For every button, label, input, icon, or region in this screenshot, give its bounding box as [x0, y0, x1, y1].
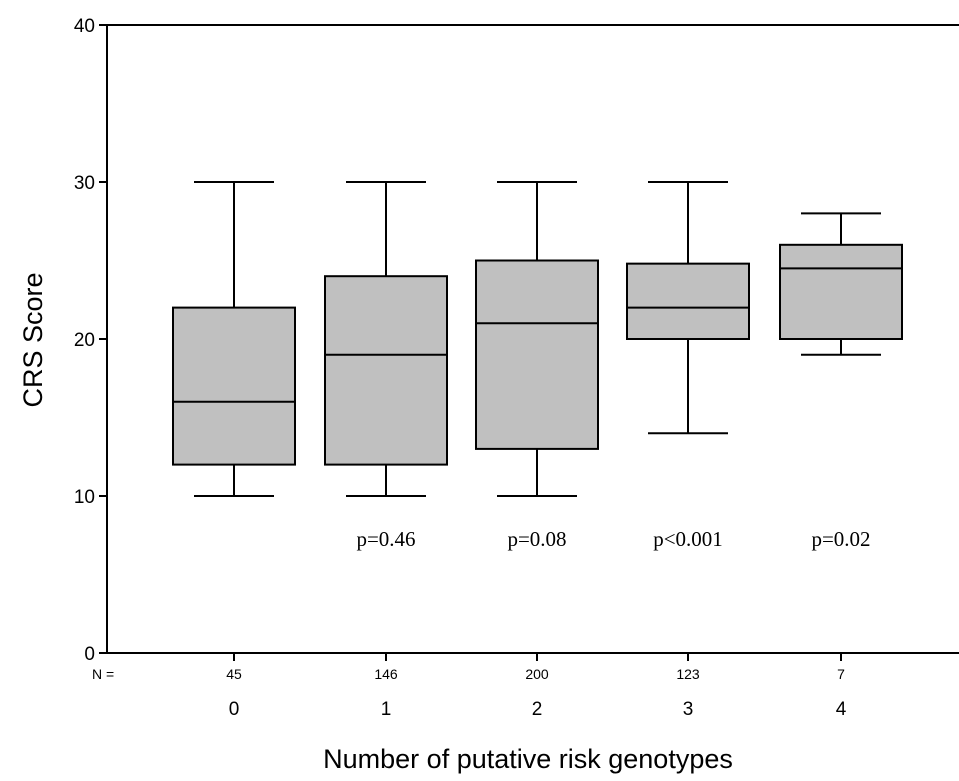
p-value-label: p<0.001 — [653, 527, 723, 551]
n-count-label: 123 — [676, 666, 700, 682]
y-tick-label: 10 — [74, 487, 95, 508]
boxes-layer — [172, 181, 903, 497]
box-group-0 — [172, 181, 296, 497]
x-category-label: 4 — [836, 699, 847, 720]
iqr-box — [172, 306, 296, 466]
x-category-label: 1 — [381, 699, 392, 720]
axes — [99, 24, 959, 661]
p-value-label: p=0.02 — [811, 527, 870, 551]
p-value-label: p=0.46 — [356, 527, 415, 551]
iqr-box — [626, 262, 750, 341]
x-category-label: 2 — [532, 699, 543, 720]
y-tick-label: 20 — [74, 330, 95, 351]
box-group-3 — [626, 181, 750, 435]
iqr-box — [324, 275, 448, 466]
box-group-4 — [779, 212, 903, 356]
y-tick-label: 40 — [74, 16, 95, 37]
p-value-label: p=0.08 — [507, 527, 566, 551]
box-group-1 — [324, 181, 448, 497]
x-category-label: 0 — [229, 699, 240, 720]
iqr-box — [475, 259, 599, 450]
labels-layer: 0 10 20 30 40 0 45 1 146 p=0.46 2 200 p=0.08 3 123 p<0.… — [74, 16, 871, 720]
x-axis-title: Number of putative risk genotypes — [323, 744, 733, 774]
x-category-label: 3 — [683, 699, 694, 720]
n-prefix-label: N = — [92, 666, 114, 682]
box-group-2 — [475, 181, 599, 497]
n-count-label: 146 — [374, 666, 398, 682]
iqr-box — [779, 243, 903, 340]
y-axis-title: CRS Score — [18, 272, 48, 407]
y-tick-label: 30 — [74, 173, 95, 194]
n-count-label: 45 — [226, 666, 242, 682]
n-count-label: 7 — [837, 666, 845, 682]
y-tick-label: 0 — [84, 644, 95, 665]
n-count-label: 200 — [525, 666, 549, 682]
